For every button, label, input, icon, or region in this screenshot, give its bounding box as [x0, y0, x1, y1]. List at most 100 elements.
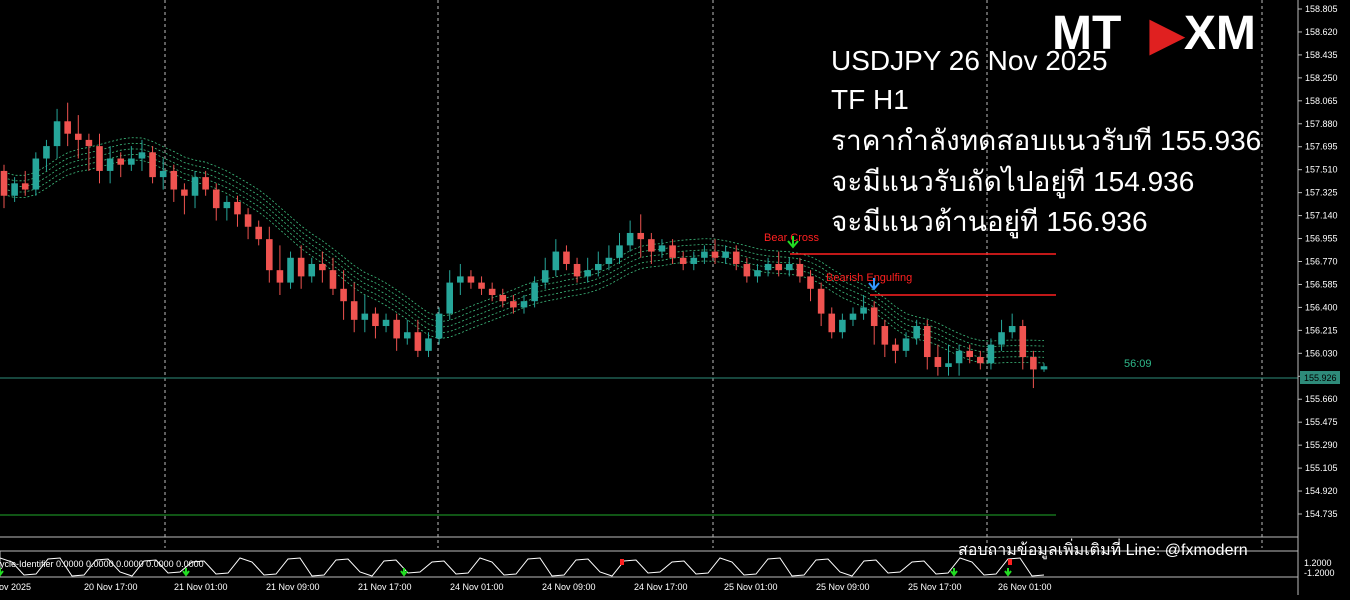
- candle-body: [913, 326, 920, 339]
- mt-logo-text: MT: [1052, 7, 1122, 60]
- cycle-marker: [1008, 559, 1012, 565]
- cycle-line: [0, 557, 1045, 577]
- bear-cross-label: Bear Cross: [764, 232, 820, 244]
- headline-line-2: จะมีแนวรับถัดไปอยู่ที 154.936: [831, 166, 1195, 197]
- candle-body: [881, 326, 889, 345]
- candle-body: [435, 313, 443, 339]
- contact-footer: สอบถามข้อมูลเพิ่มเติมที่ Line: @fxmodern: [958, 542, 1248, 559]
- candle-body: [934, 357, 942, 367]
- headline-line-3: จะมีแนวต้านอยู่ที 156.936: [831, 206, 1148, 237]
- current-price-value: 155.926: [1304, 373, 1337, 383]
- time-axis-label: 25 Nov 17:00: [908, 582, 962, 592]
- time-axis-label: 20 Nov 2025: [0, 582, 31, 592]
- headline-symbol-date: USDJPY 26 Nov 2025: [831, 45, 1108, 76]
- candle-body: [74, 133, 82, 140]
- candle-body: [287, 257, 294, 283]
- ma-band-line: [3, 137, 1045, 342]
- candle-body: [594, 263, 602, 271]
- price-axis-label: 156.955: [1305, 234, 1338, 244]
- candle-body: [297, 257, 305, 277]
- candle-body: [43, 146, 50, 159]
- bearish-engulfing-label: Bearish Engulfing: [826, 272, 912, 284]
- candle-body: [966, 350, 974, 358]
- price-axis: 158.805 158.620 158.435 158.250 158.065 157.8…: [1297, 0, 1338, 595]
- time-axis-label: 24 Nov 17:00: [634, 582, 688, 592]
- candle-body: [329, 270, 337, 289]
- candle-body: [605, 257, 613, 264]
- price-axis-label: 158.620: [1305, 27, 1338, 37]
- candle-body: [266, 239, 273, 271]
- moving-average-band: [3, 137, 1045, 364]
- candle-body: [255, 226, 262, 240]
- candle-body: [510, 301, 517, 308]
- ma-band-line: [3, 159, 1045, 364]
- candle-body: [223, 201, 231, 209]
- candle-body: [563, 251, 570, 264]
- candle-body: [414, 332, 422, 351]
- price-axis-label: 154.920: [1305, 486, 1338, 496]
- arrow-down-icon: [787, 236, 799, 249]
- candle-body: [690, 257, 698, 264]
- candle-body: [319, 263, 326, 271]
- candle-body: [637, 232, 645, 240]
- candle-body: [361, 313, 369, 320]
- arrow-down-icon: [1004, 568, 1012, 577]
- time-axis-label: 25 Nov 09:00: [816, 582, 870, 592]
- candle-body: [860, 307, 867, 314]
- candle-body: [626, 232, 634, 246]
- candle-body: [96, 146, 103, 171]
- candle-body: [711, 251, 719, 258]
- candle-body: [117, 158, 125, 165]
- candle-body: [892, 344, 899, 351]
- candle-body: [340, 288, 347, 302]
- price-axis-label: 156.215: [1305, 325, 1338, 335]
- candle-body: [446, 282, 454, 314]
- candle-body: [584, 270, 591, 277]
- candle-body: [923, 326, 931, 358]
- candle-body: [170, 170, 178, 190]
- candle-body: [467, 276, 475, 283]
- time-axis-label: 20 Nov 17:00: [84, 582, 138, 592]
- headline-line-1: ราคากำลังทดสอบแนวรับที 155.936: [831, 125, 1262, 156]
- candle-body: [1040, 366, 1048, 370]
- candle-body: [955, 350, 963, 364]
- price-axis-label: 155.475: [1305, 417, 1338, 427]
- time-axis-label: 24 Nov 09:00: [542, 582, 596, 592]
- candle-body: [276, 270, 284, 283]
- candle-body: [786, 263, 793, 271]
- candle-body: [1008, 326, 1016, 333]
- candle-body: [499, 295, 507, 302]
- price-axis-label: 156.400: [1305, 302, 1338, 312]
- candle-body: [839, 319, 846, 333]
- candle-body: [53, 121, 61, 147]
- price-axis-label: 156.585: [1305, 279, 1338, 289]
- candle-body: [669, 245, 676, 258]
- candle-body: [212, 189, 220, 209]
- price-axis-label: 154.735: [1305, 509, 1338, 519]
- candle-body: [181, 189, 188, 196]
- time-axis-label: 26 Nov 01:00: [998, 582, 1052, 592]
- price-axis-label: 155.105: [1305, 463, 1338, 473]
- candle-body: [350, 301, 358, 320]
- candle-body: [902, 338, 910, 351]
- candle-body: [870, 307, 878, 327]
- candle-body: [945, 363, 952, 367]
- candle-body: [138, 152, 146, 159]
- price-axis-label: 157.510: [1305, 165, 1338, 175]
- candle-body: [552, 251, 560, 271]
- indicator-scale-top: 1.2000: [1304, 558, 1332, 568]
- candle-body: [658, 245, 666, 252]
- candle-body: [743, 263, 751, 277]
- cycle-identifier-subwindow[interactable]: 1.2000 -1.2000 ycle-Identifier 0.0000 0.…: [0, 536, 1335, 578]
- candle-body: [679, 257, 687, 264]
- time-axis-label: 24 Nov 01:00: [450, 582, 504, 592]
- signals: Bear Cross Bearish Engulfing 56:09: [764, 232, 1152, 370]
- price-axis-label: 157.695: [1305, 142, 1338, 152]
- candle-body: [393, 319, 400, 339]
- candle-body: [701, 251, 708, 258]
- candle-body: [722, 251, 729, 258]
- price-axis-label: 157.880: [1305, 119, 1338, 129]
